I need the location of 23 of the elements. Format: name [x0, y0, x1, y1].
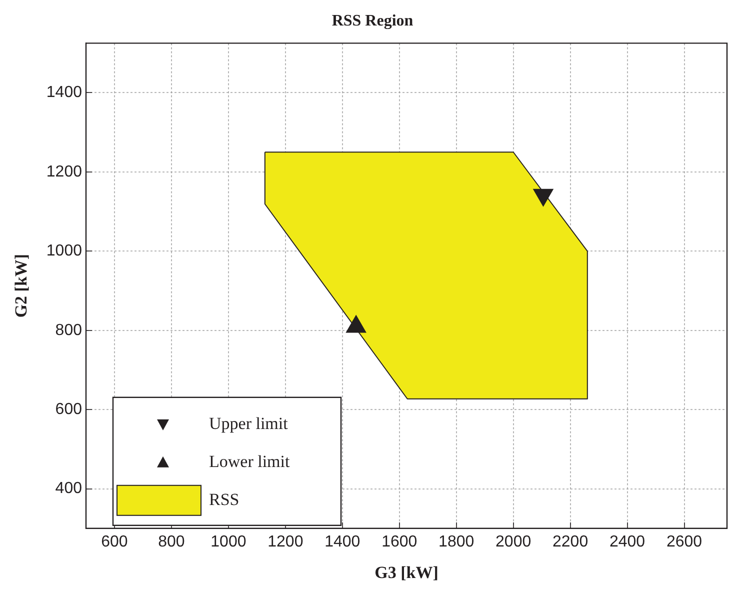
x-tick-label: 1800 — [438, 533, 474, 550]
y-tick-label: 600 — [55, 400, 82, 418]
legend-label: Upper limit — [208, 414, 288, 433]
y-tick-label: 1000 — [46, 242, 82, 260]
x-axis-title: G3 [kW] — [374, 563, 438, 582]
x-tick-label: 2200 — [552, 533, 588, 550]
y-tick-label: 400 — [55, 480, 82, 498]
x-tick-label: 2400 — [609, 533, 646, 550]
x-tick-label: 1200 — [268, 533, 304, 550]
y-axis-title: G2 [kW] — [12, 254, 31, 318]
y-tick-label: 1200 — [46, 163, 82, 180]
y-tick-label: 800 — [55, 322, 82, 339]
legend-label: Lower limit — [208, 452, 290, 471]
x-tick-label: 1400 — [324, 533, 360, 550]
x-tick-label: 2600 — [666, 533, 702, 550]
x-tick-label: 800 — [158, 533, 185, 550]
x-tick-label: 600 — [101, 533, 128, 550]
chart-title: RSS Region — [332, 12, 414, 30]
legend-label: RSS — [208, 490, 240, 509]
x-tick-label: 2000 — [496, 533, 532, 550]
x-tick-label: 1600 — [382, 533, 418, 550]
y-tick-label: 1400 — [46, 84, 82, 102]
x-tick-label: 1000 — [210, 533, 246, 550]
